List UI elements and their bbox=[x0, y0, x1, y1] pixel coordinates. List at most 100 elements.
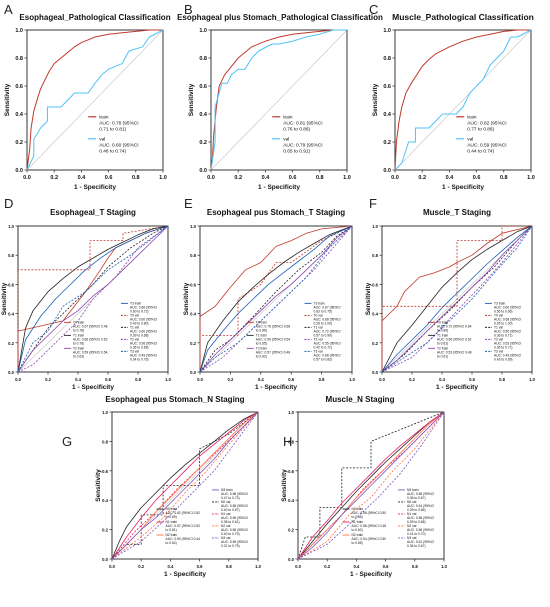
legend-text: AUC: 0.49 (95%CI bbox=[494, 353, 521, 357]
legend-text: 0.41 to 0.70) bbox=[407, 532, 426, 536]
legend-text: AUC: 0.66 (95%CI bbox=[130, 305, 157, 309]
x-tick-label: 0.6 bbox=[288, 377, 294, 382]
y-tick-label: 0.6 bbox=[102, 469, 108, 474]
legend-text: T2 val bbox=[130, 337, 139, 341]
roc-curve-t4-val bbox=[199, 225, 353, 373]
roc-curve-t2-train bbox=[17, 225, 169, 373]
y-tick-label: 0.4 bbox=[15, 112, 24, 118]
roc-curve-t4-val bbox=[381, 225, 533, 373]
legend-text: to 0.65) bbox=[256, 341, 267, 345]
roc-curve-t3-train bbox=[17, 225, 169, 373]
roc-curve-n2-train bbox=[297, 411, 445, 560]
legend-text: 0.36 to 0.67) bbox=[407, 544, 426, 548]
x-tick-label: 1.0 bbox=[255, 564, 261, 569]
x-tick-label: 1.0 bbox=[165, 377, 171, 382]
legend-text: N0 train bbox=[166, 507, 178, 511]
legend-text: 0.63 to 0.75) bbox=[313, 309, 332, 313]
legend-text: AUC: 0.61 (95%CI bbox=[407, 540, 434, 544]
x-tick-label: 0.8 bbox=[319, 377, 325, 382]
roc-panel-a: A Esophageal_Pathological Classification 0… bbox=[4, 2, 171, 191]
x-tick-label: 0.6 bbox=[105, 377, 111, 382]
x-tick-label: 0.0 bbox=[295, 564, 301, 569]
legend-text: N2 val bbox=[407, 524, 417, 528]
legend-text: to 0.78) bbox=[73, 328, 84, 332]
roc-curve-t3-train bbox=[199, 225, 353, 373]
legend-text: T0 train bbox=[437, 320, 448, 324]
roc-curve-t4-train bbox=[381, 225, 533, 373]
roc-curve-t2-val bbox=[381, 225, 533, 373]
x-tick-label: 0.2 bbox=[227, 377, 233, 382]
legend-text: AUC: 0.62 (95%CI 0.52 bbox=[166, 511, 201, 515]
legend-text: AUC: 0.56 (95%CI bbox=[407, 492, 434, 496]
legend-text: N3 train bbox=[221, 488, 233, 492]
legend-text: AUC: 0.67 (95%CI 0.48 bbox=[73, 324, 108, 328]
legend-text: 0.36 to 0.69) bbox=[130, 345, 149, 349]
legend-text: 0.28 to 1.00) bbox=[313, 321, 332, 325]
x-tick-label: 0.2 bbox=[50, 175, 58, 181]
x-tick-label: 0.0 bbox=[109, 564, 115, 569]
plot-frame bbox=[26, 29, 164, 171]
roc-curve-val bbox=[26, 29, 164, 171]
legend-text: 0.43 to 0.69) bbox=[494, 357, 513, 361]
legend-text: 0.65 to 0.91) bbox=[283, 148, 310, 154]
y-tick-label: 0.0 bbox=[15, 168, 23, 174]
legend-text: T3 train bbox=[313, 301, 324, 305]
panel-letter: B bbox=[184, 2, 193, 17]
x-tick-label: 0.6 bbox=[289, 175, 297, 181]
plot-frame bbox=[297, 411, 445, 560]
legend-text: AUC: 0.56 (95%CI bbox=[221, 492, 248, 496]
legend-text: 0.46 to 0.74) bbox=[99, 148, 126, 154]
legend-text: AUC: 0.76 (95%CI 0.66 bbox=[256, 324, 291, 328]
x-tick-label: 0.2 bbox=[324, 564, 330, 569]
legend-text: train bbox=[467, 114, 477, 120]
legend-text: 0.36 to 0.71) bbox=[494, 345, 513, 349]
x-tick-label: 0.4 bbox=[353, 564, 359, 569]
y-tick-label: 0.2 bbox=[372, 341, 378, 346]
legend-text: 0.57 to 0.90) bbox=[313, 333, 332, 337]
legend-text: 0.38 to 0.61) bbox=[221, 520, 240, 524]
legend-text: N0 val bbox=[221, 500, 231, 504]
x-tick-label: 0.6 bbox=[473, 175, 481, 181]
legend-text: T2 val bbox=[494, 337, 503, 341]
y-tick-label: 0.4 bbox=[102, 498, 108, 503]
roc-panel-e: E Esophageal pus Stomach_T Staging 0.00.0 0… bbox=[183, 196, 356, 391]
roc-panel-f: F Muscle_T Staging 0.00.0 0.2 0.2 0.4 0.4 0.6 0.… bbox=[365, 196, 536, 391]
plot-frame bbox=[381, 225, 533, 373]
legend-text: 0.34 to 0.76) bbox=[130, 357, 149, 361]
y-axis-label: Sensitivity bbox=[1, 282, 8, 315]
legend-text: T0 val bbox=[494, 313, 503, 317]
legend-text: AUC: 0.59 (95%CI 0.54 bbox=[256, 337, 291, 341]
legend-text: T2 train bbox=[73, 346, 84, 350]
x-tick-label: 0.4 bbox=[262, 175, 271, 181]
roc-curve-t2-val bbox=[199, 225, 353, 373]
x-tick-label: 0.8 bbox=[499, 377, 505, 382]
legend-text: AUC: 0.72 (95%CI 0.64 bbox=[437, 324, 472, 328]
y-tick-label: 0.2 bbox=[288, 528, 294, 533]
roc-curve-t1-val bbox=[381, 225, 532, 372]
legend-text: AUC: 0.59 (95%CI bbox=[467, 142, 506, 148]
roc-curve-n0-train bbox=[111, 411, 259, 560]
legend-text: AUC: 0.56 (95%CI bbox=[221, 504, 248, 508]
x-tick-label: 0.8 bbox=[132, 175, 140, 181]
x-axis-label: 1 - Specificity bbox=[72, 384, 114, 391]
legend-text: AUC: 0.57 (95%CI 0.52 bbox=[166, 524, 201, 528]
plot-frame bbox=[210, 29, 348, 171]
legend-text: to 0.69) bbox=[166, 515, 177, 519]
legend-text: AUC: 0.66 (95%CI 0.62 bbox=[73, 337, 108, 341]
legend-text: T2 train bbox=[437, 346, 448, 350]
roc-curve-n1-val bbox=[111, 411, 259, 560]
x-tick-label: 0.4 bbox=[439, 377, 445, 382]
plot-frame bbox=[111, 411, 259, 560]
legend-text: 0.36 to 0.67) bbox=[407, 496, 426, 500]
legend-text: to 0.64) bbox=[166, 541, 177, 545]
legend-text: train bbox=[283, 114, 293, 120]
x-tick-label: 0.4 bbox=[78, 175, 87, 181]
chance-line bbox=[394, 29, 532, 171]
legend-text: 0.76 to 0.86) bbox=[283, 126, 310, 132]
legend-text: val bbox=[99, 136, 105, 142]
legend-text: AUC: 0.56 (95%CI 0.52 bbox=[437, 337, 472, 341]
y-tick-label: 0.8 bbox=[288, 439, 294, 444]
legend-text: 0.36 to 0.71) bbox=[494, 333, 513, 337]
legend-text: T2 val bbox=[313, 337, 322, 341]
legend-text: to 0.62) bbox=[256, 354, 267, 358]
